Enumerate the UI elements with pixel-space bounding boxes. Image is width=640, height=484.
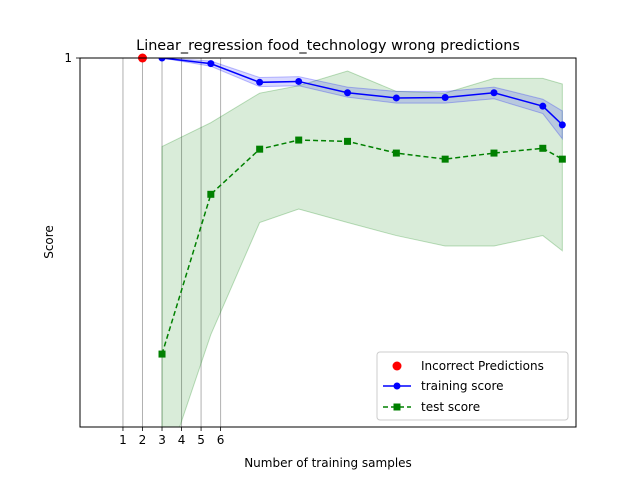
test-score-band bbox=[161, 70, 563, 427]
legend: Incorrect Predictions training score tes… bbox=[376, 351, 569, 421]
training-score-point bbox=[392, 94, 400, 102]
legend-incorrect-label: Incorrect Predictions bbox=[421, 359, 544, 373]
test-score-point bbox=[539, 144, 547, 152]
legend-box bbox=[376, 351, 569, 421]
test-score-point bbox=[558, 155, 566, 163]
test-score-point bbox=[158, 350, 166, 358]
test-score-line bbox=[161, 139, 563, 355]
y-tick-label: 1 bbox=[64, 51, 72, 65]
training-score-point bbox=[207, 60, 215, 68]
training-score-point bbox=[158, 58, 166, 62]
legend-training-marker bbox=[393, 382, 401, 390]
x-tick-label: 6 bbox=[217, 433, 225, 447]
training-score-point bbox=[441, 94, 449, 102]
training-score-point bbox=[256, 78, 264, 86]
test-score-point bbox=[344, 137, 352, 145]
legend-test-marker bbox=[393, 403, 401, 411]
x-tick-label: 5 bbox=[197, 433, 205, 447]
chart-title: Linear_regression food_technology wrong … bbox=[136, 38, 520, 54]
axes: 1 2 3 4 5 61 bbox=[64, 51, 224, 447]
x-axis-label: Number of training samples bbox=[244, 456, 412, 470]
test-score-point bbox=[490, 149, 498, 157]
training-score-point bbox=[295, 77, 303, 85]
legend-incorrect-marker bbox=[392, 361, 402, 371]
test-score-point bbox=[392, 149, 400, 157]
training-score-point bbox=[344, 89, 352, 97]
training-score-point bbox=[558, 121, 566, 129]
training-score-point bbox=[490, 89, 498, 97]
x-tick-label: 3 bbox=[158, 433, 166, 447]
test-score-point bbox=[207, 190, 215, 198]
test-score-point bbox=[256, 145, 264, 153]
x-tick-label: 4 bbox=[178, 433, 186, 447]
x-tick-label: 2 bbox=[139, 433, 147, 447]
plot-frame bbox=[79, 57, 577, 428]
legend-test-label: test score bbox=[421, 400, 480, 414]
legend-training-label: training score bbox=[421, 379, 504, 393]
plot-area bbox=[122, 58, 566, 427]
test-score-point bbox=[441, 155, 449, 163]
y-axis-label: Score bbox=[42, 225, 56, 259]
training-score-point bbox=[539, 102, 547, 110]
x-tick-label: 1 bbox=[119, 433, 127, 447]
training-score-line bbox=[161, 58, 563, 126]
test-score-point bbox=[295, 136, 303, 144]
